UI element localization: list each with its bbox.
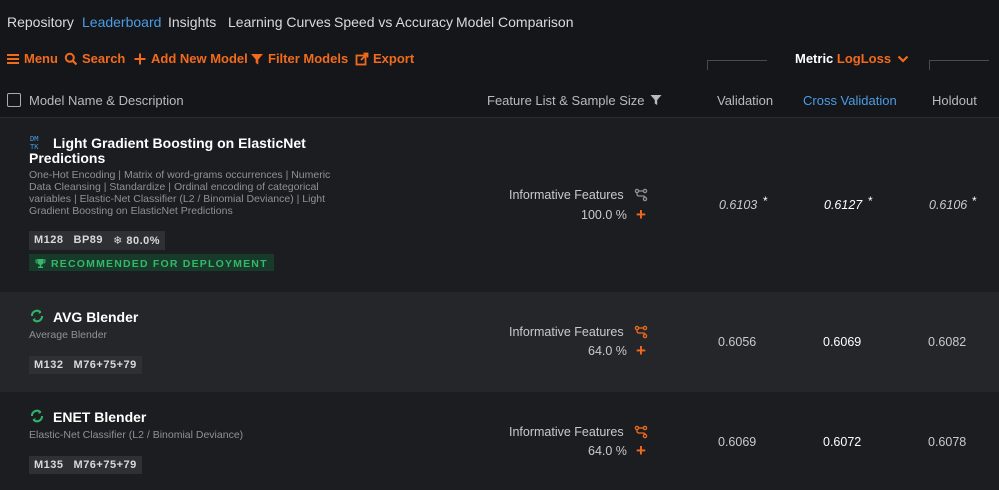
validation-score: 0.6056 <box>718 335 757 349</box>
svg-text:DM: DM <box>30 135 38 143</box>
header-model-name[interactable]: Model Name & Description <box>29 93 184 108</box>
model-badges: M128 BP89 ❄ 80.0% <box>29 231 166 250</box>
metric-selector[interactable]: Metric LogLoss <box>795 51 909 67</box>
trophy-icon <box>35 258 46 269</box>
tab-leaderboard[interactable]: Leaderboard <box>82 14 162 30</box>
model-id-badge: M128 <box>29 231 69 250</box>
model-description-line: variables | Elastic-Net Classifier (L2 /… <box>29 193 326 205</box>
blueprint-badge: BP89 <box>68 231 109 250</box>
top-navigation: Repository Leaderboard Insights Learning… <box>0 0 999 44</box>
column-bracket-left <box>707 60 767 70</box>
recommendation-label: RECOMMENDED FOR DEPLOYMENT <box>51 257 268 270</box>
model-title[interactable]: ENET Blender <box>53 409 147 425</box>
model-id-badge: M132 <box>29 356 69 374</box>
model-description-line: Data Cleansing | Standardize | Ordinal e… <box>29 181 319 193</box>
tab-learning-curves[interactable]: Learning Curves <box>228 14 331 30</box>
menu-button[interactable]: Menu <box>6 51 58 66</box>
menu-label: Menu <box>24 51 58 66</box>
model-badges: M132 M76+75+79 <box>29 356 142 374</box>
model-description: Average Blender <box>29 329 108 341</box>
metric-label: Metric <box>795 51 834 66</box>
blender-icon <box>30 409 44 423</box>
holdout-score: 0.6082 <box>928 335 967 349</box>
leaderboard-row[interactable]: DM TK Light Gradient Boosting on ElasticN… <box>0 118 999 292</box>
blender-icon <box>30 309 44 323</box>
svg-text:TK: TK <box>30 143 39 150</box>
add-new-model-button[interactable]: Add New Model <box>133 51 248 66</box>
cross-validation-score: 0.6072 <box>823 435 862 449</box>
header-validation[interactable]: Validation <box>717 93 774 108</box>
tab-model-comparison[interactable]: Model Comparison <box>456 14 574 30</box>
funnel-icon[interactable] <box>650 94 662 109</box>
add-new-model-label: Add New Model <box>151 51 248 66</box>
tab-repository[interactable]: Repository <box>7 14 74 30</box>
metric-value: LogLoss <box>836 51 892 66</box>
sample-size-value: 64.0 % <box>588 344 627 358</box>
header-cross-validation[interactable]: Cross Validation <box>803 93 897 108</box>
branch-icon[interactable] <box>634 325 648 339</box>
score-star: * <box>763 194 768 208</box>
search-label: Search <box>82 51 126 66</box>
tab-speed-vs-accuracy[interactable]: Speed vs Accuracy <box>334 14 454 30</box>
add-sample-size-icon[interactable]: + <box>636 441 646 460</box>
chevron-down-icon <box>897 52 909 67</box>
sample-size-value: 100.0 % <box>581 208 627 222</box>
leaderboard-row[interactable]: AVG Blender Average Blender M132 M76+75+… <box>0 292 999 392</box>
filter-icon <box>250 52 264 66</box>
model-description: Elastic-Net Classifier (L2 / Binomial De… <box>29 429 244 441</box>
search-icon <box>64 52 78 66</box>
validation-score: 0.6069 <box>718 435 757 449</box>
validation-score: 0.6103 <box>719 198 758 212</box>
select-all-checkbox[interactable] <box>7 93 21 107</box>
leaderboard-row[interactable]: ENET Blender Elastic-Net Classifier (L2 … <box>0 392 999 490</box>
model-description-line: Gradient Boosting on ElasticNet Predicti… <box>29 205 233 217</box>
column-bracket-right <box>929 60 989 70</box>
hamburger-icon <box>6 52 20 66</box>
header-feature-list[interactable]: Feature List & Sample Size <box>487 93 662 109</box>
model-id-badge: M135 <box>29 456 69 474</box>
branch-icon[interactable] <box>634 425 648 439</box>
add-sample-size-icon[interactable]: + <box>636 341 646 360</box>
tab-insights[interactable]: Insights <box>168 14 217 30</box>
recommended-for-deployment-badge: RECOMMENDED FOR DEPLOYMENT <box>29 254 274 271</box>
cross-validation-score: 0.6069 <box>823 335 862 349</box>
feature-list-name[interactable]: Informative Features <box>509 425 624 439</box>
model-badges: M135 M76+75+79 <box>29 456 142 474</box>
branch-icon[interactable] <box>634 188 648 202</box>
filter-models-label: Filter Models <box>268 51 349 66</box>
sample-size-value: 64.0 % <box>588 444 627 458</box>
model-title[interactable]: AVG Blender <box>53 309 139 325</box>
cross-validation-score: 0.6127 <box>824 198 863 212</box>
sample-size-badge: ❄ 80.0% <box>108 231 166 250</box>
header-feature-list-label: Feature List & Sample Size <box>487 93 645 108</box>
holdout-score: 0.6106 <box>929 198 968 212</box>
blueprint-badge: M76+75+79 <box>68 456 142 474</box>
model-title[interactable]: Light Gradient Boosting on ElasticNet <box>53 135 306 151</box>
export-icon <box>355 52 369 66</box>
header-holdout[interactable]: Holdout <box>932 93 977 108</box>
feature-list-name[interactable]: Informative Features <box>509 325 624 339</box>
model-description-line: One-Hot Encoding | Matrix of word-grams … <box>29 169 331 181</box>
score-star: * <box>972 194 977 208</box>
leaderboard-toolbar: Menu Search Add New Model Filter Models … <box>0 44 999 76</box>
search-button[interactable]: Search <box>64 51 125 66</box>
dmtk-icon: DM TK <box>30 134 44 151</box>
export-button[interactable]: Export <box>355 51 414 66</box>
export-label: Export <box>373 51 415 66</box>
model-title-continued[interactable]: Predictions <box>29 150 106 166</box>
add-sample-size-icon[interactable]: + <box>636 205 646 224</box>
blueprint-badge: M76+75+79 <box>68 356 142 374</box>
filter-models-button[interactable]: Filter Models <box>250 51 348 66</box>
plus-icon <box>133 52 147 66</box>
table-header: Model Name & Description Feature List & … <box>0 76 999 118</box>
holdout-score: 0.6078 <box>928 435 967 449</box>
feature-list-name[interactable]: Informative Features <box>509 188 624 202</box>
score-star: * <box>868 194 873 208</box>
